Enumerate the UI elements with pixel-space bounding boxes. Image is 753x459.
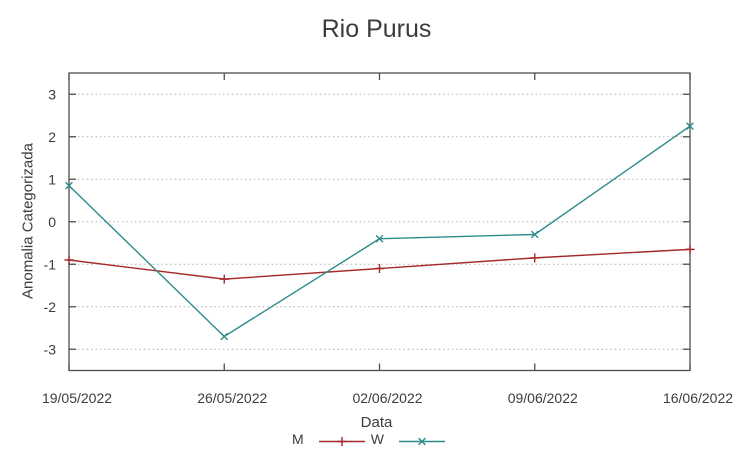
marker-plus [219,274,229,284]
legend-item-M: M [292,431,365,448]
y-tick-label: -1 [44,256,57,272]
legend-item-W: W [371,431,445,448]
series-line-W [68,125,691,338]
y-tick-label: 2 [48,129,56,145]
marker-plus [337,437,347,446]
marker-plus [530,253,540,263]
marker-plus [685,244,695,254]
x-tick-label: 09/06/2022 [508,390,578,406]
chart-title: Rio Purus [321,15,432,43]
legend-sample-line [318,437,365,446]
x-tick-label: 19/05/2022 [42,390,112,406]
marker-cross [375,234,384,243]
marker-cross [220,332,229,341]
y-tick-label: -2 [44,299,57,315]
x-axis-label: Data [360,414,393,431]
y-tick-label: 3 [48,86,56,102]
legend-label: M [292,431,304,447]
x-tick-label: 16/06/2022 [663,390,733,406]
x-tick-label: 02/06/2022 [352,390,422,406]
marker-cross [530,230,539,239]
marker-plus [375,264,384,273]
y-tick-label: -3 [44,341,57,357]
marker-cross [65,181,73,190]
marker-plus [64,255,74,265]
x-tick-label: 26/05/2022 [197,390,267,406]
marker-cross [418,437,426,446]
legend-sample-line [398,437,445,446]
legend-label: W [370,431,384,447]
marker-cross [686,122,694,131]
y-tick-label: 1 [48,171,56,187]
y-tick-label: 0 [48,214,56,230]
